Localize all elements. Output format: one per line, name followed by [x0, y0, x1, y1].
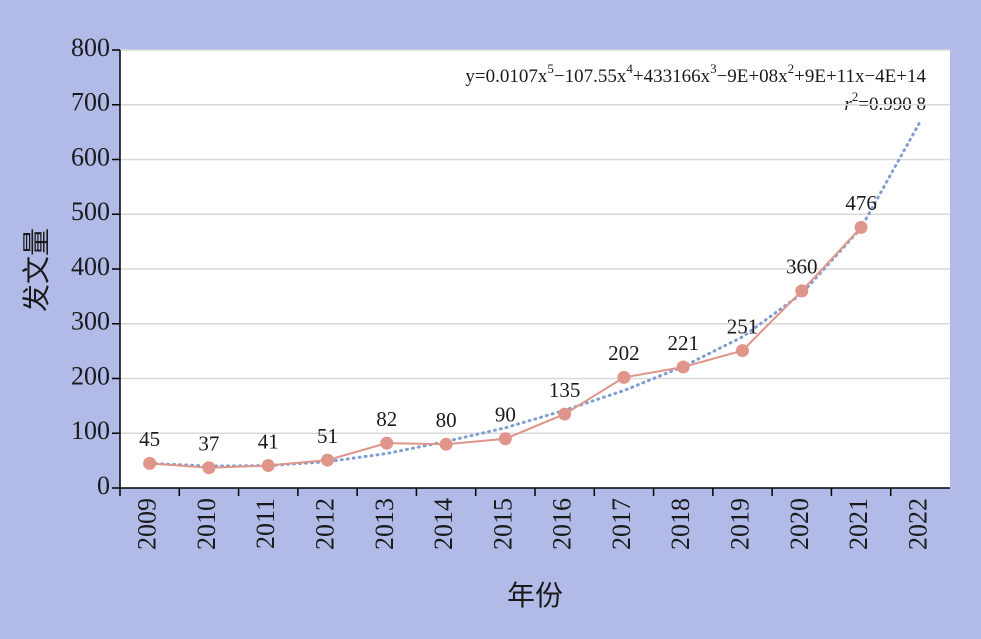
data-label: 202: [608, 341, 640, 365]
x-tick-label: 2013: [370, 498, 399, 550]
y-tick-label: 600: [71, 142, 110, 171]
y-tick-label: 0: [97, 471, 110, 500]
equation-part: +433166x: [633, 66, 711, 87]
data-point: [439, 437, 453, 451]
data-point: [676, 360, 690, 374]
data-label: 221: [667, 331, 699, 355]
y-tick-label: 500: [71, 197, 110, 226]
data-point: [617, 370, 631, 384]
x-tick-label: 2014: [429, 498, 458, 550]
data-label: 37: [198, 432, 219, 456]
x-tick-label: 2016: [548, 498, 577, 550]
equation-part: −9E+08x: [717, 66, 789, 87]
data-point: [143, 456, 157, 470]
data-point: [202, 461, 216, 475]
y-tick-label: 400: [71, 252, 110, 281]
x-tick-label: 2011: [251, 498, 280, 549]
data-label: 251: [727, 314, 759, 338]
x-tick-label: 2010: [192, 498, 221, 550]
data-label: 80: [436, 408, 457, 432]
equation-part: −107.55x: [554, 66, 627, 87]
superscript: 5: [547, 61, 554, 76]
y-tick-label: 800: [71, 33, 110, 62]
data-label: 45: [139, 427, 160, 451]
y-tick-label: 700: [71, 88, 110, 117]
y-tick-label: 300: [71, 307, 110, 336]
data-point: [321, 453, 334, 467]
data-label: 135: [549, 378, 581, 402]
x-tick-label: 2021: [844, 498, 873, 550]
data-label: 82: [376, 407, 397, 431]
data-point: [558, 407, 572, 421]
data-point: [261, 459, 275, 473]
data-label: 476: [845, 191, 877, 215]
x-tick-label: 2020: [785, 498, 814, 550]
x-tick-label: 2018: [666, 498, 695, 550]
data-label: 90: [495, 403, 516, 427]
equation-part: y=0.0107x: [465, 66, 547, 87]
x-tick-label: 2019: [725, 498, 754, 550]
data-point: [795, 284, 809, 298]
equation: y=0.0107x5−107.55x4+433166x3−9E+08x2+9E+…: [465, 61, 926, 87]
x-tick-label: 2015: [488, 498, 517, 550]
data-point: [498, 432, 512, 446]
data-label: 360: [786, 255, 818, 279]
data-point: [854, 220, 868, 234]
y-axis-label: 发文量: [20, 228, 53, 312]
x-tick-label: 2022: [903, 498, 932, 550]
y-tick-label: 100: [71, 416, 110, 445]
data-point: [380, 436, 394, 450]
superscript: 2: [788, 61, 795, 76]
trend-line: [148, 119, 922, 468]
data-label: 51: [317, 424, 338, 448]
equation-part: +9E+11x−4E+14: [794, 66, 926, 87]
x-tick-label: 2009: [133, 498, 162, 550]
x-axis-label: 年份: [507, 579, 563, 612]
superscript: 4: [626, 61, 633, 76]
data-point: [736, 344, 749, 358]
superscript: 3: [710, 61, 717, 76]
x-tick-label: 2012: [310, 498, 339, 550]
y-tick-label: 200: [71, 361, 110, 390]
x-tick-label: 2017: [607, 498, 636, 550]
superscript: 2: [852, 89, 859, 104]
data-label: 41: [258, 429, 279, 453]
